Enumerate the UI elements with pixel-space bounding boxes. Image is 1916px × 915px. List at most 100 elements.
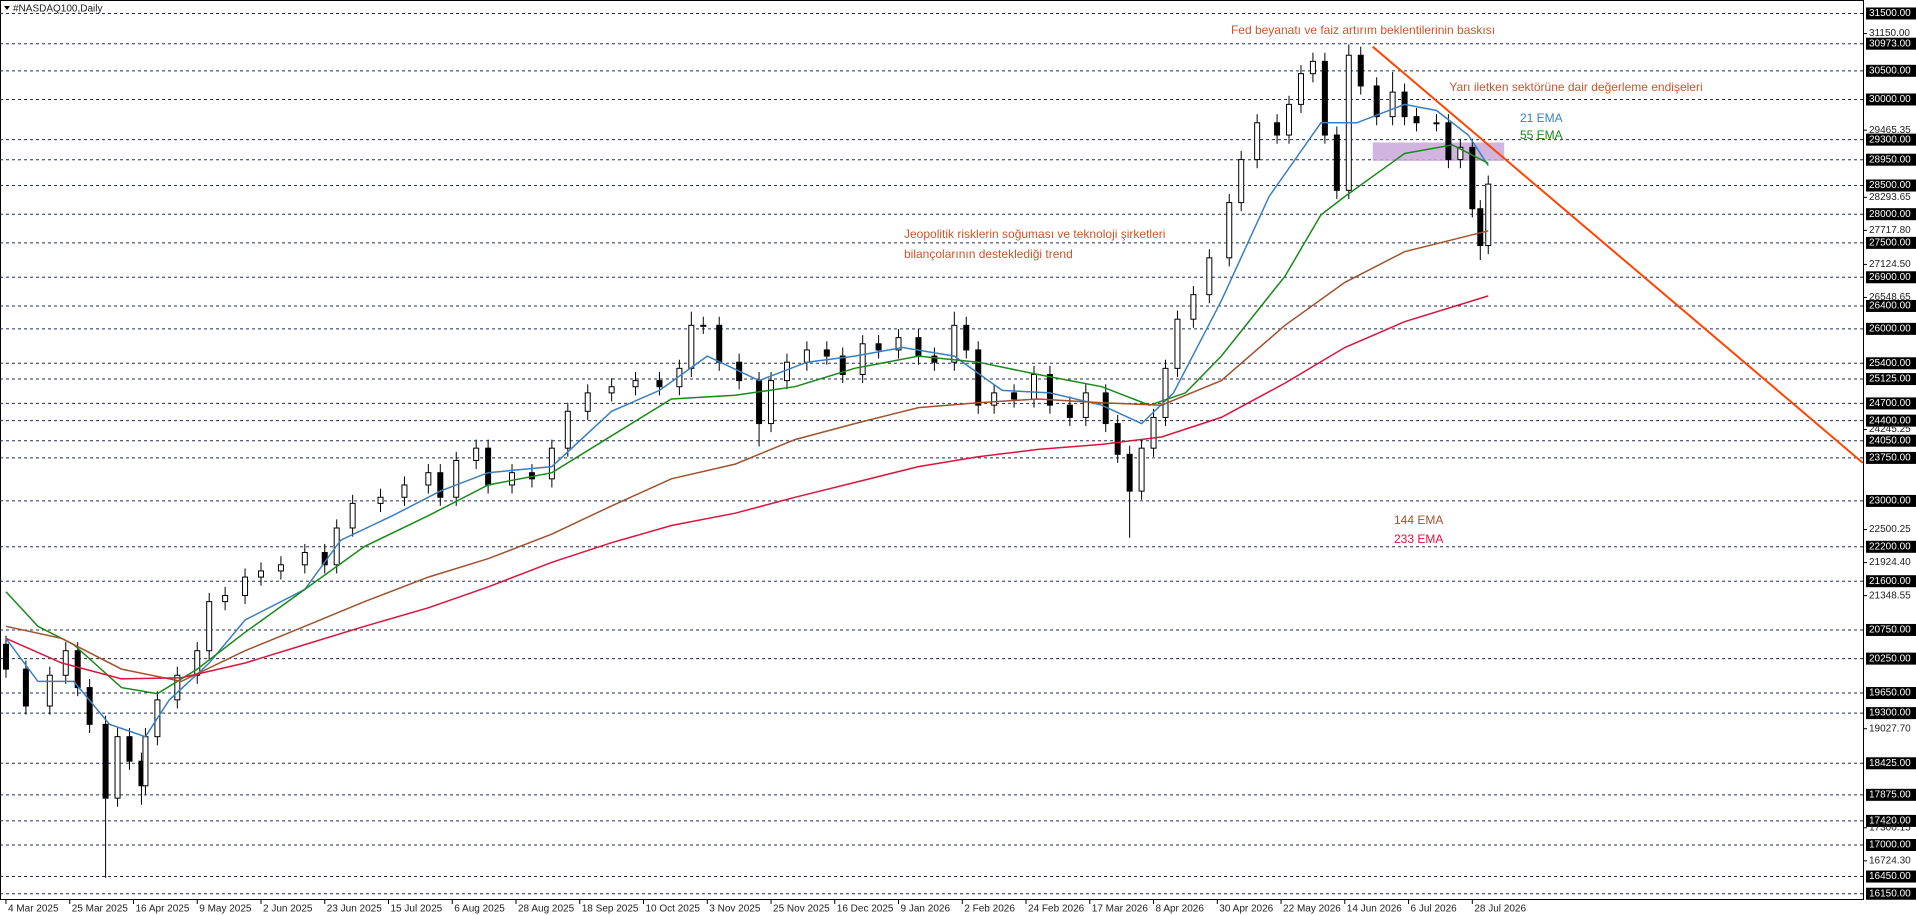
candle-body [74,650,81,689]
x-tick-label: 23 Jun 2025 [327,904,382,915]
level-label: 26400.00 [1869,301,1911,312]
candle-body [1333,134,1340,191]
level-label: 30973.00 [1869,38,1911,49]
chart-title: #NASDAQ100,Daily [13,4,102,15]
candle-body [895,337,902,351]
candle-body [1469,146,1476,210]
candle-body [951,324,958,363]
y-tick-label: 16724.30 [1869,855,1911,866]
candle-body [1082,392,1089,418]
level-label-box [1866,623,1916,636]
level-label: 28500.00 [1869,180,1911,191]
level-label-box [1866,153,1916,166]
candle-body [1190,294,1197,320]
level-label-box [1866,271,1916,284]
level-label: 28000.00 [1869,209,1911,220]
candle-body [1373,85,1380,118]
x-tick-label: 15 Jul 2025 [390,904,442,915]
level-label-box [1866,357,1916,370]
series-label: 55 EMA [1520,128,1563,142]
candle-body [688,324,695,369]
candle-body [206,601,213,652]
level-label: 25400.00 [1869,358,1911,369]
y-tick-label: 21924.40 [1869,557,1911,568]
series-label: 144 EMA [1394,513,1443,527]
level-label: 28950.00 [1869,154,1911,165]
candle-body [2,643,9,670]
ema-line [5,295,1489,680]
y-tick-label: 27717.80 [1869,225,1911,236]
level-label: 20750.00 [1869,625,1911,636]
y-tick-label: 22500.25 [1869,524,1911,535]
candle-body [1413,116,1420,124]
candle-body [1138,447,1145,492]
candle-body [823,349,830,357]
candle-body [1485,183,1492,247]
level-label: 30500.00 [1869,65,1911,76]
candle-body [1274,122,1281,136]
candle-body [473,447,480,461]
level-label-box [1866,707,1916,720]
level-label-box [1866,687,1916,700]
level-label-box [1866,494,1916,507]
x-tick-label: 9 Jan 2026 [901,904,951,915]
level-label-box [1866,373,1916,386]
level-label-box [1866,414,1916,427]
x-tick-label: 28 Aug 2025 [518,904,575,915]
candle-body [1126,453,1133,492]
x-tick-label: 18 Sep 2025 [582,904,639,915]
series-label: 21 EMA [1520,111,1563,125]
x-tick-label: 17 Mar 2026 [1092,904,1149,915]
x-tick-label: 22 May 2026 [1283,904,1341,915]
candle-body [174,674,181,701]
candle-body [1226,202,1233,259]
candle-body [194,650,201,676]
level-label: 24400.00 [1869,415,1911,426]
y-tick-label: 19027.70 [1869,723,1911,734]
level-label-box [1866,299,1916,312]
candle-body [1031,373,1038,400]
level-label: 30000.00 [1869,94,1911,105]
x-tick-label: 6 Aug 2025 [454,904,505,915]
candle-body [1046,373,1053,406]
level-label-box [1866,93,1916,106]
candle-body [1114,423,1121,455]
level-label: 16150.00 [1869,888,1911,899]
x-tick-label: 25 Mar 2025 [72,904,129,915]
candle-body [1357,54,1364,87]
candle-body [991,392,998,406]
level-label: 21600.00 [1869,576,1911,587]
candle-body [142,736,149,787]
candle-body [564,410,571,449]
candle-body [126,736,133,762]
trendline [1372,45,1864,464]
candle-body [46,674,53,707]
candle-body [975,349,982,406]
level-label-box [1866,236,1916,249]
x-tick-label: 28 Jul 2026 [1474,904,1526,915]
level-label: 16450.00 [1869,871,1911,882]
level-label-box [1866,788,1916,801]
level-label: 17000.00 [1869,840,1911,851]
level-label-box [1866,133,1916,146]
candle-body [114,736,121,799]
y-tick-label: 29465.35 [1869,125,1911,136]
y-tick-label: 26548.65 [1869,292,1911,303]
level-label-box [1866,451,1916,464]
candle-body [22,668,29,707]
y-tick-label: 17300.15 [1869,822,1911,833]
level-label-box [1866,322,1916,335]
candle-body [803,349,810,363]
candle-body [453,459,460,498]
candle-body [301,552,308,566]
annotation: Yarı iletken sektörüne dair değerleme en… [1449,80,1702,94]
series-label: 233 EMA [1394,532,1443,546]
candle-body [102,723,109,799]
x-tick-label: 24 Feb 2026 [1028,904,1085,915]
candle-body [700,324,707,327]
level-label-box [1866,208,1916,221]
candle-body [548,447,555,480]
candle-body [1433,122,1440,125]
level-label: 23750.00 [1869,453,1911,464]
candle-body [632,380,639,388]
